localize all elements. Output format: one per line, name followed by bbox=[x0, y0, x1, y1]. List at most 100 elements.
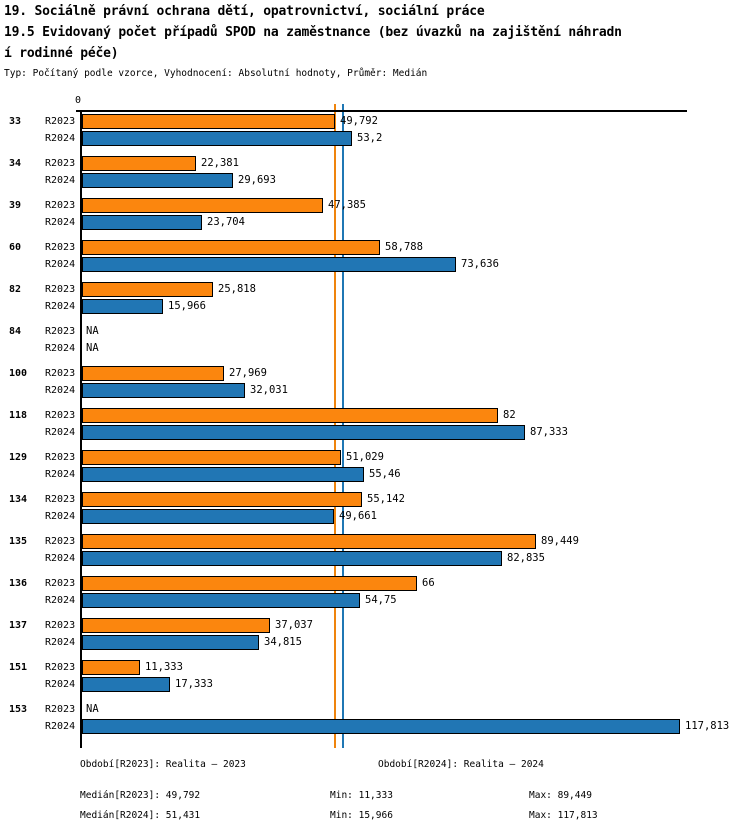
value-label: 22,381 bbox=[201, 157, 239, 169]
series-label-r2023: R2023 bbox=[45, 242, 76, 253]
series-label-r2023: R2023 bbox=[45, 116, 76, 127]
bar-r2024-60 bbox=[82, 257, 456, 272]
bar-r2023-100 bbox=[82, 366, 224, 381]
series-label-r2024: R2024 bbox=[45, 511, 76, 522]
report-title-line1: 19. Sociálně právní ochrana dětí, opatro… bbox=[4, 4, 485, 19]
footer-period-r2023: Období[R2023]: Realita – 2023 bbox=[80, 759, 246, 770]
category-label: 39 bbox=[9, 200, 22, 211]
x-axis-line bbox=[76, 110, 687, 112]
value-label: 82 bbox=[503, 409, 516, 421]
value-label: 15,966 bbox=[168, 300, 206, 312]
bar-r2023-34 bbox=[82, 156, 196, 171]
series-label-r2024: R2024 bbox=[45, 175, 76, 186]
category-label: 134 bbox=[9, 494, 28, 505]
category-label: 129 bbox=[9, 452, 28, 463]
series-label-r2024: R2024 bbox=[45, 259, 76, 270]
value-label: 25,818 bbox=[218, 283, 256, 295]
series-label-r2024: R2024 bbox=[45, 217, 76, 228]
bar-r2024-134 bbox=[82, 509, 334, 524]
value-label: 55,46 bbox=[369, 468, 401, 480]
bar-r2024-100 bbox=[82, 383, 245, 398]
bar-r2023-33 bbox=[82, 114, 335, 129]
footer-median-r2024: Medián[R2024]: 51,431 bbox=[80, 810, 201, 821]
series-label-r2024: R2024 bbox=[45, 553, 76, 564]
chart-title-line2: í rodinné péče) bbox=[4, 46, 119, 61]
value-label: 47,385 bbox=[328, 199, 366, 211]
footer-median-r2023: Medián[R2023]: 49,792 bbox=[80, 790, 201, 801]
value-label: 29,693 bbox=[238, 174, 276, 186]
bar-r2023-135 bbox=[82, 534, 536, 549]
category-label: 60 bbox=[9, 242, 22, 253]
series-label-r2023: R2023 bbox=[45, 158, 76, 169]
series-label-r2024: R2024 bbox=[45, 637, 76, 648]
value-label: 49,792 bbox=[340, 115, 378, 127]
series-label-r2024: R2024 bbox=[45, 133, 76, 144]
series-label-r2023: R2023 bbox=[45, 494, 76, 505]
value-label: 53,2 bbox=[357, 132, 383, 144]
value-label: 49,661 bbox=[339, 510, 377, 522]
category-label: 153 bbox=[9, 704, 28, 715]
series-label-r2023: R2023 bbox=[45, 284, 76, 295]
series-label-r2024: R2024 bbox=[45, 301, 76, 312]
chart-title-line1: 19.5 Evidovaný počet případů SPOD na zam… bbox=[4, 25, 622, 40]
bar-r2023-137 bbox=[82, 618, 270, 633]
bar-r2024-153 bbox=[82, 719, 680, 734]
value-label-na: NA bbox=[86, 342, 99, 354]
value-label: 54,75 bbox=[365, 594, 397, 606]
category-label: 137 bbox=[9, 620, 28, 631]
series-label-r2023: R2023 bbox=[45, 662, 76, 673]
series-label-r2023: R2023 bbox=[45, 368, 76, 379]
value-label: 23,704 bbox=[207, 216, 245, 228]
value-label: 82,835 bbox=[507, 552, 545, 564]
value-label: 34,815 bbox=[264, 636, 302, 648]
value-label: 55,142 bbox=[367, 493, 405, 505]
chart-meta-line: Typ: Počítaný podle vzorce, Vyhodnocení:… bbox=[4, 68, 428, 79]
bar-r2024-137 bbox=[82, 635, 259, 650]
bar-r2023-134 bbox=[82, 492, 362, 507]
bar-r2024-34 bbox=[82, 173, 233, 188]
bar-r2024-118 bbox=[82, 425, 525, 440]
series-label-r2024: R2024 bbox=[45, 721, 76, 732]
bar-r2024-82 bbox=[82, 299, 163, 314]
series-label-r2024: R2024 bbox=[45, 679, 76, 690]
category-label: 151 bbox=[9, 662, 28, 673]
series-label-r2023: R2023 bbox=[45, 410, 76, 421]
value-label: 87,333 bbox=[530, 426, 568, 438]
series-label-r2024: R2024 bbox=[45, 427, 76, 438]
bar-r2024-39 bbox=[82, 215, 202, 230]
value-label: 51,029 bbox=[346, 451, 384, 463]
value-label: 11,333 bbox=[145, 661, 183, 673]
value-label: 117,813 bbox=[685, 720, 730, 732]
bar-r2024-136 bbox=[82, 593, 360, 608]
footer-max-r2023: Max: 89,449 bbox=[529, 790, 592, 801]
bar-r2023-118 bbox=[82, 408, 498, 423]
value-label: 37,037 bbox=[275, 619, 313, 631]
series-label-r2023: R2023 bbox=[45, 200, 76, 211]
category-label: 136 bbox=[9, 578, 28, 589]
value-label: 32,031 bbox=[250, 384, 288, 396]
category-label: 33 bbox=[9, 116, 22, 127]
value-label-na: NA bbox=[86, 325, 99, 337]
series-label-r2023: R2023 bbox=[45, 536, 76, 547]
y-axis-line bbox=[80, 110, 82, 748]
category-label: 84 bbox=[9, 326, 22, 337]
bar-r2024-135 bbox=[82, 551, 502, 566]
footer-min-r2024: Min: 15,966 bbox=[330, 810, 393, 821]
footer-min-r2023: Min: 11,333 bbox=[330, 790, 393, 801]
series-label-r2024: R2024 bbox=[45, 343, 76, 354]
footer-period-r2024: Období[R2024]: Realita – 2024 bbox=[378, 759, 544, 770]
series-label-r2024: R2024 bbox=[45, 385, 76, 396]
series-label-r2023: R2023 bbox=[45, 452, 76, 463]
bar-r2024-151 bbox=[82, 677, 170, 692]
footer-max-r2024: Max: 117,813 bbox=[529, 810, 598, 821]
value-label: 27,969 bbox=[229, 367, 267, 379]
series-label-r2023: R2023 bbox=[45, 620, 76, 631]
category-label: 118 bbox=[9, 410, 28, 421]
series-label-r2023: R2023 bbox=[45, 578, 76, 589]
series-label-r2023: R2023 bbox=[45, 704, 76, 715]
bar-r2023-82 bbox=[82, 282, 213, 297]
bar-r2023-129 bbox=[82, 450, 341, 465]
series-label-r2024: R2024 bbox=[45, 595, 76, 606]
